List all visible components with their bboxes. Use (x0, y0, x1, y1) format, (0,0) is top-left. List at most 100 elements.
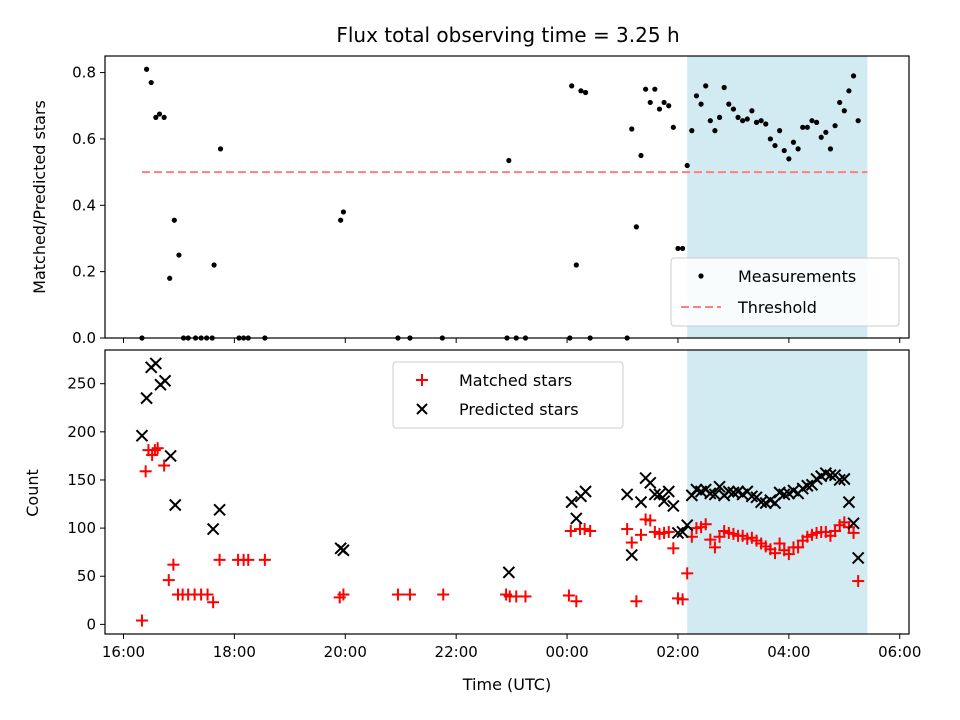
measurement-point (781, 147, 787, 154)
measurement-point (703, 83, 709, 89)
measurement-point (740, 118, 746, 124)
bottom-y-tick-label: 200 (67, 423, 96, 441)
predicted-star-point-b (620, 488, 634, 501)
predicted-star-point-b (158, 374, 172, 388)
bottom-x-tick-label: 16:00 (102, 643, 145, 661)
predicted-star-point-b (847, 517, 860, 530)
measurement-point (647, 99, 653, 106)
bottom-y-tick-label: 0 (86, 615, 96, 633)
predicted-star-point (704, 487, 717, 500)
predicted-star-point (754, 495, 768, 509)
predicted-star-point (570, 512, 583, 525)
legend-predicted-label: Predicted stars (459, 400, 579, 419)
predicted-star-point (722, 485, 736, 498)
measurement-point (823, 129, 829, 135)
matched-star-point (562, 589, 575, 602)
predicted-star-point (135, 429, 149, 442)
measurement-point (790, 139, 797, 145)
bottom-y-axis-label: Count (23, 469, 42, 517)
legend-threshold-label: Threshold (737, 298, 817, 317)
measurement-point (661, 99, 667, 106)
measurement-point (735, 114, 741, 120)
measurement-point (772, 142, 778, 149)
predicted-star-point-b (787, 484, 800, 497)
predicted-star-point (833, 473, 846, 487)
measurement-point (573, 262, 579, 268)
bottom-y-tick-label: 250 (67, 375, 96, 393)
matched-star-point (213, 553, 226, 566)
measurement-point (707, 118, 713, 124)
predicted-star-point (579, 485, 592, 498)
bottom-legend: Matched stars Predicted stars (392, 361, 624, 429)
matched-star-point (158, 459, 171, 472)
measurement-point (846, 88, 852, 94)
predicted-star-point (801, 479, 814, 492)
predicted-star-point (625, 548, 638, 562)
predicted-star-point-b (842, 495, 856, 509)
matched-star-point (782, 548, 795, 561)
predicted-star-point (140, 391, 153, 405)
measurement-point (716, 114, 723, 120)
predicted-star-point-b (801, 479, 814, 492)
predicted-star-point (680, 519, 694, 532)
matched-star-point (681, 567, 694, 580)
predicted-star-point-b (851, 551, 865, 565)
predicted-star-point-b (570, 512, 583, 525)
predicted-star-point-b (206, 522, 220, 536)
matched-star-point (667, 542, 680, 555)
predicted-star-point-b (149, 357, 163, 370)
measurement-point (656, 106, 663, 112)
matched-star-point (792, 541, 805, 554)
matched-star-point (662, 525, 675, 538)
matched-star-point (625, 536, 638, 549)
predicted-stars-points (135, 357, 865, 579)
bottom-x-ticks: 16:00 18:00 20:00 22:00 00:00 02:00 04:00 06:00 (102, 634, 921, 661)
predicted-star-point (502, 566, 516, 579)
predicted-star-point (206, 522, 220, 536)
matched-star-point (201, 588, 214, 601)
measurement-point (767, 136, 773, 142)
predicted-star-point (337, 544, 350, 557)
measurement-point (813, 119, 820, 125)
predicted-star-point (676, 525, 689, 539)
measurement-point (633, 224, 639, 230)
matched-star-point (391, 588, 404, 601)
measurement-point (638, 152, 644, 159)
matched-star-point (151, 442, 164, 455)
predicted-star-point-b (662, 485, 675, 498)
measurement-point (684, 162, 690, 169)
top-y-tick-label: 0.8 (72, 64, 96, 82)
matched-star-point (635, 528, 647, 541)
measurement-point (156, 111, 163, 117)
predicted-star-point (648, 488, 662, 501)
matched-star-point (630, 595, 643, 608)
legend-predicted-marker (416, 403, 428, 415)
predicted-star-point (164, 449, 177, 463)
matched-star-point (699, 518, 712, 531)
top-y-tick-label: 0.2 (72, 263, 96, 281)
bottom-x-tick-label: 00:00 (545, 643, 588, 661)
matched-star-point (570, 595, 583, 608)
predicted-star-point-b (713, 480, 726, 493)
measurement-point (730, 106, 737, 112)
measurement-point (582, 89, 589, 96)
measurement-point (837, 99, 843, 106)
top-y-axis-label: Matched/Predicted stars (30, 100, 49, 294)
predicted-star-point (824, 468, 837, 482)
matched-star-point (162, 574, 175, 587)
predicted-star-point-b (704, 487, 717, 500)
predicted-star-point-b (502, 566, 516, 579)
matched-star-point (258, 553, 271, 566)
predicted-star-point-b (625, 548, 638, 562)
measurement-point (675, 245, 681, 252)
bottom-y-ticks: 0 50 100 150 200 250 (67, 375, 105, 633)
bottom-x-tick-label: 22:00 (435, 643, 478, 661)
predicted-star-point (158, 374, 172, 388)
matched-star-point (704, 533, 717, 546)
measurement-point (804, 124, 810, 130)
measurement-point (148, 79, 154, 86)
predicted-star-point-b (653, 488, 666, 501)
matched-star-point (578, 523, 591, 536)
measurement-point (758, 118, 764, 124)
top-y-tick-label: 0.0 (72, 329, 96, 347)
